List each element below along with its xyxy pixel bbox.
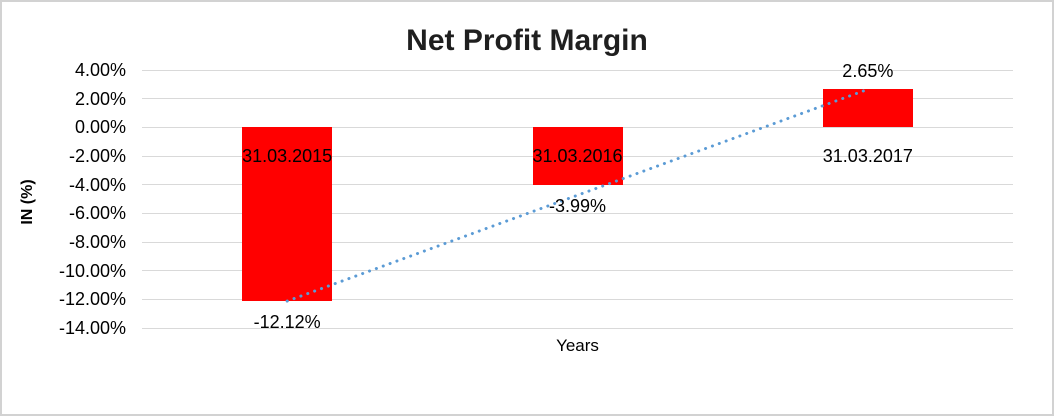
y-axis-tick-label: -4.00% [68, 174, 126, 195]
bar-31.03.2017 [822, 89, 913, 128]
data-label: -12.12% [253, 312, 321, 333]
category-label: 31.03.2016 [532, 146, 623, 166]
y-axis-tick-label: 0.00% [74, 117, 126, 138]
data-label: 2.65% [842, 61, 894, 82]
y-axis-tick-label: -14.00% [58, 318, 126, 338]
x-axis-title: Years [556, 336, 599, 355]
y-axis-tick-label: 2.00% [74, 88, 126, 109]
y-axis-tick-label: -10.00% [58, 260, 126, 281]
gridline [142, 327, 1013, 329]
category-label: 31.03.2017 [822, 146, 913, 166]
chart-title: Net Profit Margin [406, 24, 648, 57]
y-axis-tick-label: -12.00% [58, 289, 126, 310]
y-axis-tick-label: -6.00% [68, 203, 126, 224]
gridline [142, 69, 1013, 71]
y-axis-tick-label: -2.00% [68, 146, 126, 166]
y-axis-tick-label: 4.00% [74, 60, 126, 80]
y-axis-tick-label: -8.00% [68, 232, 126, 252]
data-label: -3.99% [548, 195, 607, 216]
category-label: 31.03.2015 [242, 146, 333, 166]
